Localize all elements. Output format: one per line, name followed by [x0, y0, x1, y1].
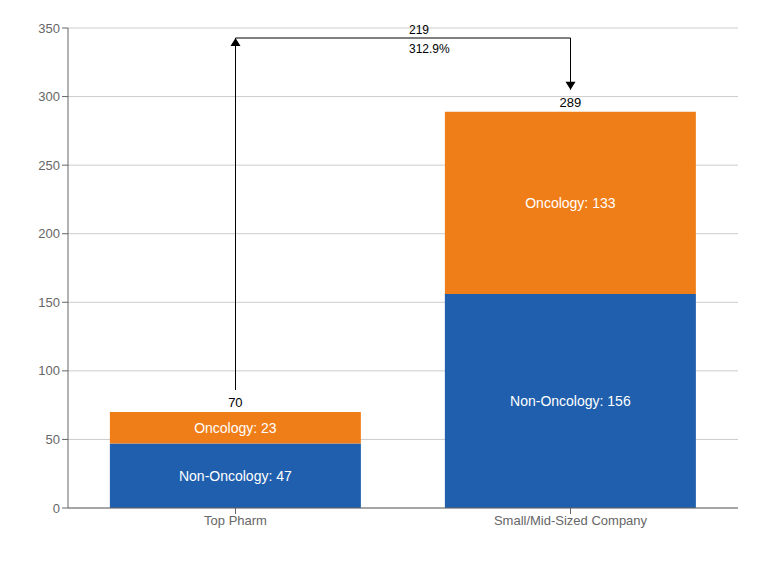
svg-text:250: 250	[38, 158, 60, 173]
svg-text:300: 300	[38, 89, 60, 104]
svg-text:50: 50	[46, 432, 60, 447]
svg-text:150: 150	[38, 295, 60, 310]
svg-text:Non-Oncology: 47: Non-Oncology: 47	[179, 468, 292, 484]
svg-text:350: 350	[38, 21, 60, 36]
svg-text:200: 200	[38, 226, 60, 241]
svg-text:70: 70	[228, 395, 242, 410]
svg-text:0: 0	[53, 501, 60, 516]
svg-text:100: 100	[38, 363, 60, 378]
svg-text:Small/Mid-Sized Company: Small/Mid-Sized Company	[494, 513, 648, 528]
svg-text:Oncology: 133: Oncology: 133	[525, 195, 615, 211]
svg-text:219: 219	[409, 23, 429, 37]
svg-text:Oncology: 23: Oncology: 23	[194, 420, 277, 436]
svg-text:Non-Oncology: 156: Non-Oncology: 156	[510, 393, 631, 409]
svg-text:289: 289	[560, 95, 582, 110]
svg-text:Top Pharm: Top Pharm	[204, 513, 267, 528]
svg-text:312.9%: 312.9%	[409, 42, 450, 56]
